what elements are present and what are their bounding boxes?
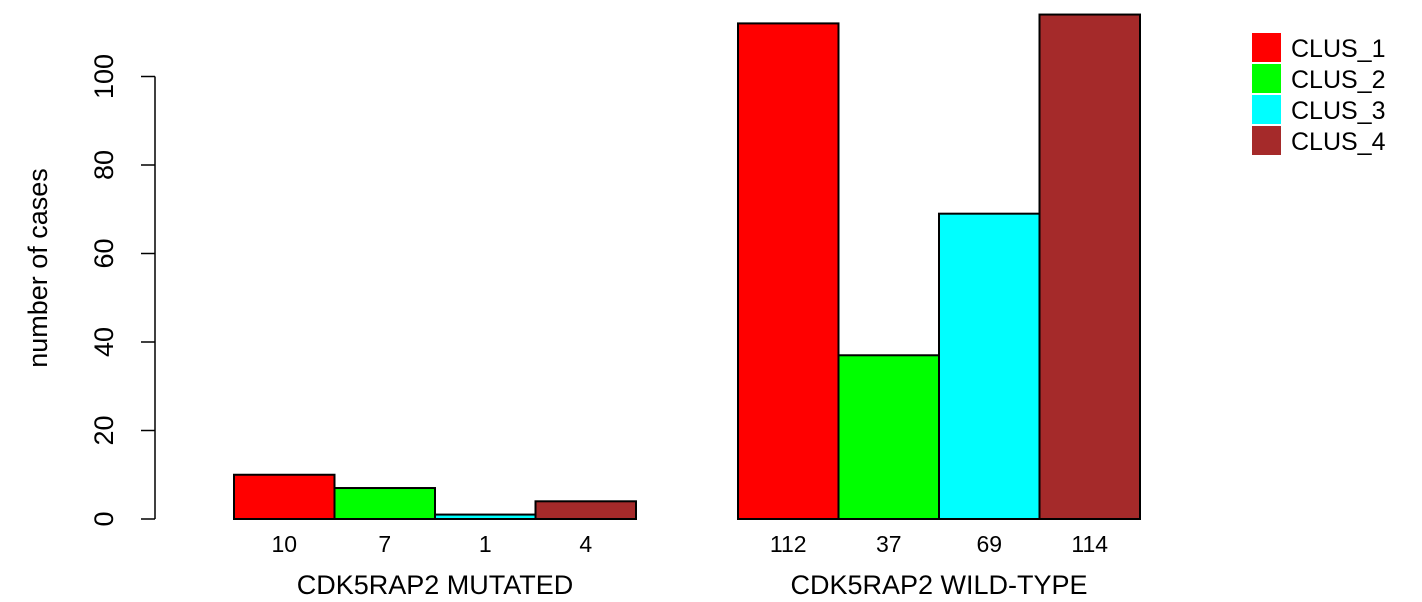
bar-value-label: 10: [271, 531, 297, 557]
group-label: CDK5RAP2 MUTATED: [297, 570, 574, 600]
legend-swatch: [1252, 64, 1281, 93]
y-axis: 0 20 40 60 80 100: [89, 54, 156, 527]
y-tick-label: 60: [89, 238, 119, 268]
y-tick-label: 40: [89, 327, 119, 357]
bar: [737, 22, 840, 521]
legend-label: CLUS_4: [1291, 128, 1386, 156]
bar-value-label: 114: [1071, 531, 1108, 557]
y-tick-label: 0: [89, 511, 119, 526]
value-labels: 10 7 1 4 112 37 69 114: [271, 531, 1108, 557]
legend-label: CLUS_2: [1291, 66, 1386, 94]
legend-label: CLUS_1: [1291, 35, 1386, 63]
y-tick-label: 100: [89, 54, 119, 99]
bar: [1038, 13, 1141, 521]
legend-swatch: [1252, 33, 1281, 62]
bar-value-label: 7: [378, 531, 391, 557]
bar-value-label: 1: [479, 531, 492, 557]
bar-value-label: 4: [579, 531, 592, 557]
bar-value-label: 37: [876, 531, 902, 557]
y-tick-label: 20: [89, 415, 119, 445]
bar: [534, 500, 637, 520]
y-tick-label: 80: [89, 150, 119, 180]
bars: [233, 13, 1141, 521]
bar-value-label: 112: [770, 531, 807, 557]
bar: [434, 513, 537, 521]
bar: [837, 354, 940, 520]
bar: [938, 212, 1041, 521]
bar: [233, 473, 336, 520]
group-labels: CDK5RAP2 MUTATED CDK5RAP2 WILD-TYPE: [297, 570, 1088, 600]
legend: CLUS_1 CLUS_2 CLUS_3 CLUS_4: [1252, 33, 1386, 156]
y-axis-title: number of cases: [23, 168, 53, 368]
bar-value-label: 69: [976, 531, 1002, 557]
group-label: CDK5RAP2 WILD-TYPE: [790, 570, 1087, 600]
legend-swatch: [1252, 126, 1281, 155]
bar: [333, 487, 436, 520]
legend-swatch: [1252, 95, 1281, 124]
legend-label: CLUS_3: [1291, 97, 1386, 125]
